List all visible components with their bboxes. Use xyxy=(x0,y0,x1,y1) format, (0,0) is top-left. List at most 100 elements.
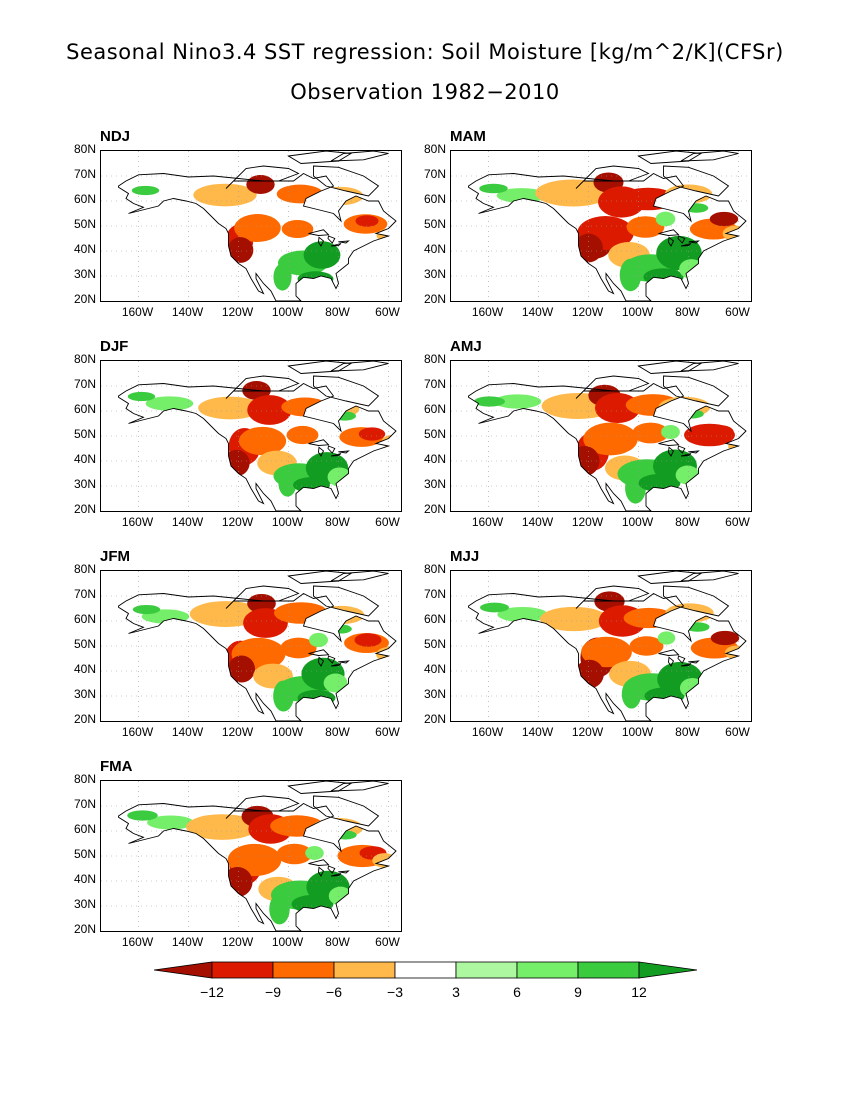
anomaly-region xyxy=(661,424,680,440)
longitude-tick-label: 60W xyxy=(375,305,400,319)
longitude-tick-label: 100W xyxy=(271,935,304,949)
anomaly-region xyxy=(480,602,509,613)
map-plot-area xyxy=(450,150,752,302)
anomaly-region xyxy=(709,211,739,227)
anomaly-region xyxy=(131,185,160,196)
anomaly-region xyxy=(127,810,158,821)
latitude-tick-label: 50N xyxy=(423,217,446,231)
latitude-tick-label: 80N xyxy=(423,562,446,576)
latitude-tick-label: 40N xyxy=(73,242,96,256)
anomaly-region xyxy=(273,263,292,291)
grid-lines xyxy=(101,571,401,721)
coastlines xyxy=(118,151,397,301)
colorbar-segment xyxy=(394,961,457,979)
longitude-tick-label: 80W xyxy=(675,305,700,319)
longitude-tick-label: 100W xyxy=(271,305,304,319)
latitude-tick-label: 60N xyxy=(73,402,96,416)
grid-lines xyxy=(451,571,751,721)
anomaly-region xyxy=(286,425,319,445)
anomaly-region xyxy=(293,477,330,493)
anomaly-field xyxy=(479,172,746,292)
latitude-tick-label: 80N xyxy=(73,142,96,156)
longitude-tick-label: 80W xyxy=(325,725,350,739)
anomaly-region xyxy=(318,605,365,625)
latitude-tick-label: 60N xyxy=(73,612,96,626)
anomaly-field xyxy=(127,381,396,497)
figure-subtitle: Observation 1982−2010 xyxy=(290,80,560,104)
latitude-tick-label: 20N xyxy=(73,502,96,516)
longitude-tick-label: 120W xyxy=(571,515,604,529)
latitude-tick-label: 80N xyxy=(73,772,96,786)
latitude-tick-label: 50N xyxy=(423,427,446,441)
latitude-tick-label: 30N xyxy=(73,267,96,281)
longitude-tick-label: 140W xyxy=(171,515,204,529)
longitude-tick-label: 120W xyxy=(571,725,604,739)
latitude-tick-label: 30N xyxy=(73,477,96,491)
longitude-tick-label: 140W xyxy=(171,305,204,319)
longitude-tick-label: 60W xyxy=(375,725,400,739)
colorbar-level-label: 9 xyxy=(574,984,582,1000)
anomaly-region xyxy=(569,446,600,476)
longitude-tick-label: 120W xyxy=(571,305,604,319)
latitude-tick-label: 50N xyxy=(73,217,96,231)
latitude-tick-label: 60N xyxy=(423,402,446,416)
longitude-tick-label: 100W xyxy=(621,305,654,319)
anomaly-region xyxy=(247,395,292,425)
map-plot-area xyxy=(100,780,402,932)
anomaly-region xyxy=(234,214,281,242)
map-plot-area xyxy=(450,570,752,722)
colorbar-level-label: −3 xyxy=(387,984,403,1000)
colorbar-level-label: −12 xyxy=(200,984,224,1000)
longitude-tick-label: 60W xyxy=(375,515,400,529)
latitude-tick-label: 70N xyxy=(73,587,96,601)
longitude-tick-label: 160W xyxy=(121,515,154,529)
latitude-tick-label: 60N xyxy=(73,192,96,206)
anomaly-region xyxy=(323,673,348,693)
anomaly-region xyxy=(273,680,294,712)
colorbar-segment xyxy=(272,961,335,979)
latitude-tick-label: 80N xyxy=(423,142,446,156)
longitude-tick-label: 160W xyxy=(121,305,154,319)
latitude-tick-label: 30N xyxy=(423,267,446,281)
latitude-tick-label: 30N xyxy=(423,477,446,491)
latitude-tick-label: 20N xyxy=(423,502,446,516)
panel-season-label: DJF xyxy=(100,338,129,355)
coastlines xyxy=(118,361,397,511)
latitude-tick-label: 50N xyxy=(73,637,96,651)
longitude-tick-label: 60W xyxy=(725,725,750,739)
latitude-tick-label: 30N xyxy=(423,687,446,701)
latitude-tick-label: 70N xyxy=(423,167,446,181)
anomaly-region xyxy=(655,211,676,227)
anomaly-region xyxy=(535,179,611,207)
colorbar xyxy=(153,961,698,979)
anomaly-region xyxy=(657,631,676,645)
anomaly-region xyxy=(625,394,681,416)
anomaly-region xyxy=(664,184,713,204)
anomaly-region xyxy=(638,474,681,492)
anomaly-region xyxy=(355,215,379,227)
longitude-tick-label: 80W xyxy=(675,725,700,739)
colorbar-max-arrow xyxy=(638,961,698,979)
grid-lines xyxy=(101,781,401,931)
anomaly-region xyxy=(278,469,297,497)
grid-lines xyxy=(451,151,751,301)
anomaly-region xyxy=(540,606,608,632)
longitude-tick-label: 60W xyxy=(725,305,750,319)
panel-season-label: NDJ xyxy=(100,128,131,145)
longitude-tick-label: 140W xyxy=(171,725,204,739)
anomaly-region xyxy=(675,465,700,485)
anomaly-region xyxy=(581,636,632,668)
anomaly-region xyxy=(303,241,341,269)
longitude-tick-label: 160W xyxy=(471,725,504,739)
anomaly-region xyxy=(291,895,334,913)
longitude-tick-label: 80W xyxy=(325,305,350,319)
anomaly-region xyxy=(246,175,275,194)
latitude-tick-label: 60N xyxy=(423,612,446,626)
latitude-tick-label: 80N xyxy=(73,562,96,576)
anomaly-region xyxy=(621,679,642,709)
grid-lines xyxy=(101,361,401,511)
latitude-tick-label: 40N xyxy=(423,242,446,256)
coastlines xyxy=(468,571,747,721)
latitude-tick-label: 40N xyxy=(423,662,446,676)
latitude-tick-label: 70N xyxy=(423,587,446,601)
